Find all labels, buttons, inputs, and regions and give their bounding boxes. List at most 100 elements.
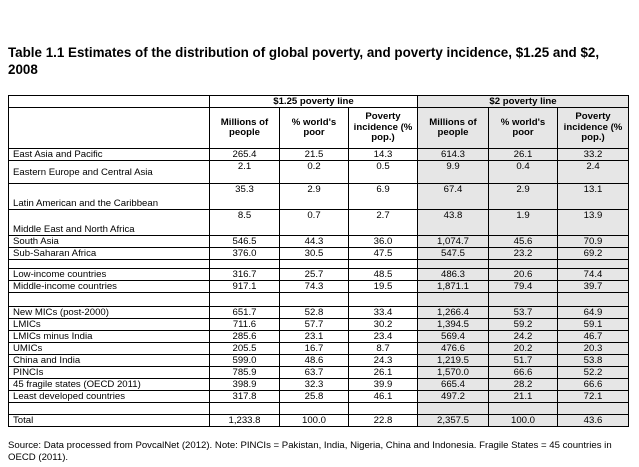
cell: 1,871.1 [417, 280, 489, 293]
cell: 45.6 [488, 235, 558, 248]
col-header-pct-poor-125: % world's poor [279, 107, 349, 149]
cell: 0.7 [279, 209, 349, 236]
cell: 285.6 [209, 330, 280, 343]
cell: 52.8 [279, 306, 349, 319]
cell: 46.7 [557, 330, 630, 343]
header-corner [8, 95, 210, 108]
cell: 398.9 [209, 378, 280, 391]
group-2-header: $2 poverty line [417, 95, 630, 108]
cell: 53.8 [557, 354, 630, 367]
cell: 316.7 [209, 268, 280, 281]
table-row: East Asia and Pacific 265.4 21.5 14.3 61… [8, 148, 630, 161]
cell: 63.7 [279, 366, 349, 379]
cell: 69.2 [557, 247, 630, 260]
row-label: Least developed countries [8, 390, 210, 403]
cell: 67.4 [417, 183, 489, 210]
row-label: Sub-Saharan Africa [8, 247, 210, 260]
row-label: Low-income countries [8, 268, 210, 281]
cell: 23.2 [488, 247, 558, 260]
col-header-pct-poor-2: % world's poor [488, 107, 558, 149]
cell: 74.4 [557, 268, 630, 281]
cell: 2.4 [557, 160, 630, 184]
cell: 100.0 [488, 414, 558, 427]
cell: 35.3 [209, 183, 280, 210]
cell: 59.2 [488, 318, 558, 331]
row-label: 45 fragile states (OECD 2011) [8, 378, 210, 391]
table-row-total: Total 1,233.8 100.0 22.8 2,357.5 100.0 4… [8, 414, 630, 427]
group-125-header: $1.25 poverty line [209, 95, 418, 108]
cell: 53.7 [488, 306, 558, 319]
cell: 546.5 [209, 235, 280, 248]
cell: 1,266.4 [417, 306, 489, 319]
row-label: Eastern Europe and Central Asia [8, 160, 210, 184]
spacer-row [8, 292, 630, 307]
cell: 486.3 [417, 268, 489, 281]
cell: 497.2 [417, 390, 489, 403]
cell: 1,074.7 [417, 235, 489, 248]
table-row: Middle-income countries 917.1 74.3 19.5 … [8, 280, 630, 293]
table-row: UMICs 205.5 16.7 8.7 476.6 20.2 20.3 [8, 342, 630, 355]
cell: 1,219.5 [417, 354, 489, 367]
cell: 21.1 [488, 390, 558, 403]
cell: 47.5 [348, 247, 418, 260]
cell: 1,570.0 [417, 366, 489, 379]
cell: 8.7 [348, 342, 418, 355]
cell: 66.6 [488, 366, 558, 379]
cell: 20.2 [488, 342, 558, 355]
cell: 0.2 [279, 160, 349, 184]
row-label: LMICs [8, 318, 210, 331]
cell: 599.0 [209, 354, 280, 367]
cell: 74.3 [279, 280, 349, 293]
row-label: LMICs minus India [8, 330, 210, 343]
cell: 48.6 [279, 354, 349, 367]
cell: 651.7 [209, 306, 280, 319]
cell: 44.3 [279, 235, 349, 248]
table-row: Latin American and the Caribbean 35.3 2.… [8, 183, 630, 210]
cell: 39.9 [348, 378, 418, 391]
col-header-incidence-125: Poverty incidence (% pop.) [348, 107, 418, 149]
cell: 23.1 [279, 330, 349, 343]
row-label: UMICs [8, 342, 210, 355]
row-label: China and India [8, 354, 210, 367]
cell: 52.2 [557, 366, 630, 379]
cell: 22.8 [348, 414, 418, 427]
cell: 39.7 [557, 280, 630, 293]
cell: 46.1 [348, 390, 418, 403]
cell: 317.8 [209, 390, 280, 403]
col-header-millions-2: Millions of people [417, 107, 489, 149]
cell: 43.6 [557, 414, 630, 427]
row-label: New MICs (post-2000) [8, 306, 210, 319]
cell: 24.3 [348, 354, 418, 367]
table-row: 45 fragile states (OECD 2011) 398.9 32.3… [8, 378, 630, 391]
cell: 43.8 [417, 209, 489, 236]
cell: 24.2 [488, 330, 558, 343]
spacer-row [8, 259, 630, 269]
table-row: LMICs minus India 285.6 23.1 23.4 569.4 … [8, 330, 630, 343]
cell: 917.1 [209, 280, 280, 293]
source-note: Source: Data processed from PovcalNet (2… [8, 440, 612, 463]
cell: 376.0 [209, 247, 280, 260]
cell: 14.3 [348, 148, 418, 161]
row-label: South Asia [8, 235, 210, 248]
cell: 64.9 [557, 306, 630, 319]
cell: 1.9 [488, 209, 558, 236]
header-column-row: Millions of people % world's poor Povert… [8, 107, 630, 149]
cell: 33.4 [348, 306, 418, 319]
cell: 0.5 [348, 160, 418, 184]
cell: 1,394.5 [417, 318, 489, 331]
table-title: Table 1.1 Estimates of the distribution … [8, 45, 600, 77]
cell: 30.2 [348, 318, 418, 331]
cell: 26.1 [348, 366, 418, 379]
cell: 547.5 [417, 247, 489, 260]
col-header-millions-125: Millions of people [209, 107, 280, 149]
row-label: Total [8, 414, 210, 427]
table-row: Sub-Saharan Africa 376.0 30.5 47.5 547.5… [8, 247, 630, 260]
cell: 26.1 [488, 148, 558, 161]
cell: 28.2 [488, 378, 558, 391]
cell: 32.3 [279, 378, 349, 391]
table-row: Low-income countries 316.7 25.7 48.5 486… [8, 268, 630, 281]
row-label: PINCIs [8, 366, 210, 379]
row-label: Middle-income countries [8, 280, 210, 293]
cell: 70.9 [557, 235, 630, 248]
cell: 8.5 [209, 209, 280, 236]
